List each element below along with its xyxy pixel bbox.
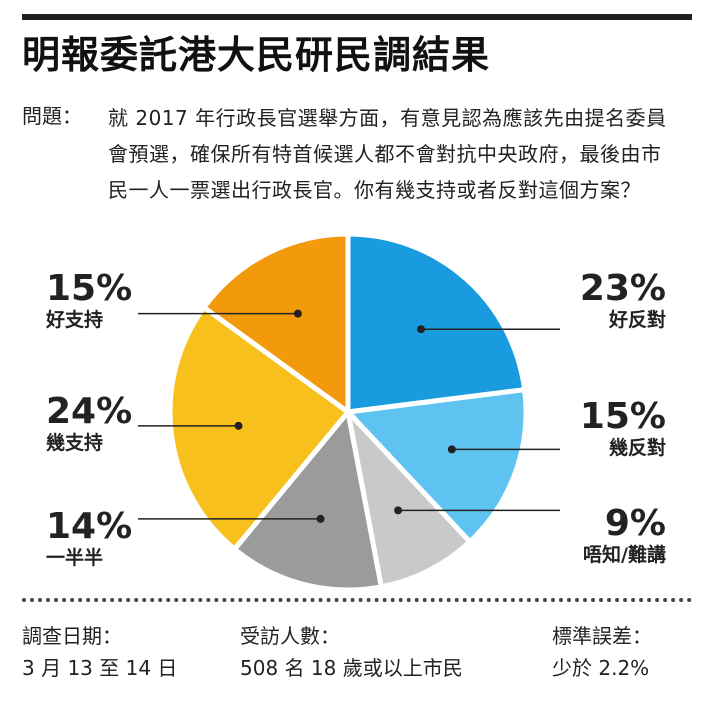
standard-error-value: 少於 2.2% (552, 656, 650, 680)
standard-error: 標準誤差： 少於 2.2% (552, 620, 652, 684)
pct-dont-know: 9% (604, 503, 666, 544)
slice-half (232, 409, 384, 593)
sample-size: 受訪人數： 508 名 18 歲或以上市民 (240, 620, 463, 684)
leader-dot (234, 421, 243, 430)
label-dont-know: 9% 唔知/難講 (583, 505, 666, 567)
leader-dot (447, 445, 456, 454)
sample-size-value: 508 名 18 歲或以上市民 (240, 656, 463, 680)
standard-error-label: 標準誤差： (552, 624, 652, 648)
sample-size-label: 受訪人數： (240, 624, 340, 648)
survey-date-value: 3 月 13 至 14 日 (22, 656, 178, 680)
slice-somewhat-support (167, 304, 351, 552)
leader-dot (394, 506, 403, 515)
leader-dot (293, 309, 302, 318)
pct-somewhat-oppose: 15% (579, 396, 666, 437)
slice-strongly-support (201, 231, 351, 415)
slice-strongly-oppose (345, 231, 528, 415)
survey-date-label: 調查日期： (22, 624, 122, 648)
chart-title: 明報委託港大民研民調結果 (22, 33, 491, 77)
cat-dont-know: 唔知/難講 (583, 544, 666, 566)
slice-dont-know (345, 409, 473, 590)
cat-somewhat-oppose: 幾反對 (608, 437, 666, 459)
slice-somewhat-oppose (345, 387, 529, 545)
survey-date: 調查日期： 3 月 13 至 14 日 (22, 620, 177, 684)
pct-somewhat-support: 24% (46, 391, 133, 432)
cat-somewhat-support: 幾支持 (46, 432, 104, 454)
cat-strongly-support: 好支持 (46, 309, 104, 331)
cat-half: 一半半 (46, 547, 104, 569)
label-half: 14% 一半半 (46, 508, 132, 570)
label-somewhat-support: 24% 幾支持 (46, 393, 132, 455)
pct-half: 14% (46, 506, 133, 547)
label-strongly-oppose: 23% 好反對 (580, 270, 666, 332)
footer-divider (22, 598, 692, 602)
cat-strongly-oppose: 好反對 (608, 309, 666, 331)
pct-strongly-support: 15% (46, 268, 133, 309)
top-rule (22, 14, 692, 20)
pct-strongly-oppose: 23% (579, 268, 666, 309)
leader-dot (416, 325, 425, 334)
label-somewhat-oppose: 15% 幾反對 (580, 398, 666, 460)
question-label: 問題： (22, 104, 82, 128)
question-text: 就 2017 年行政長官選舉方面，有意見認為應該先由提名委員會預選，確保所有特首… (108, 106, 667, 202)
leader-dot (316, 514, 325, 523)
label-strongly-support: 15% 好支持 (46, 270, 132, 332)
